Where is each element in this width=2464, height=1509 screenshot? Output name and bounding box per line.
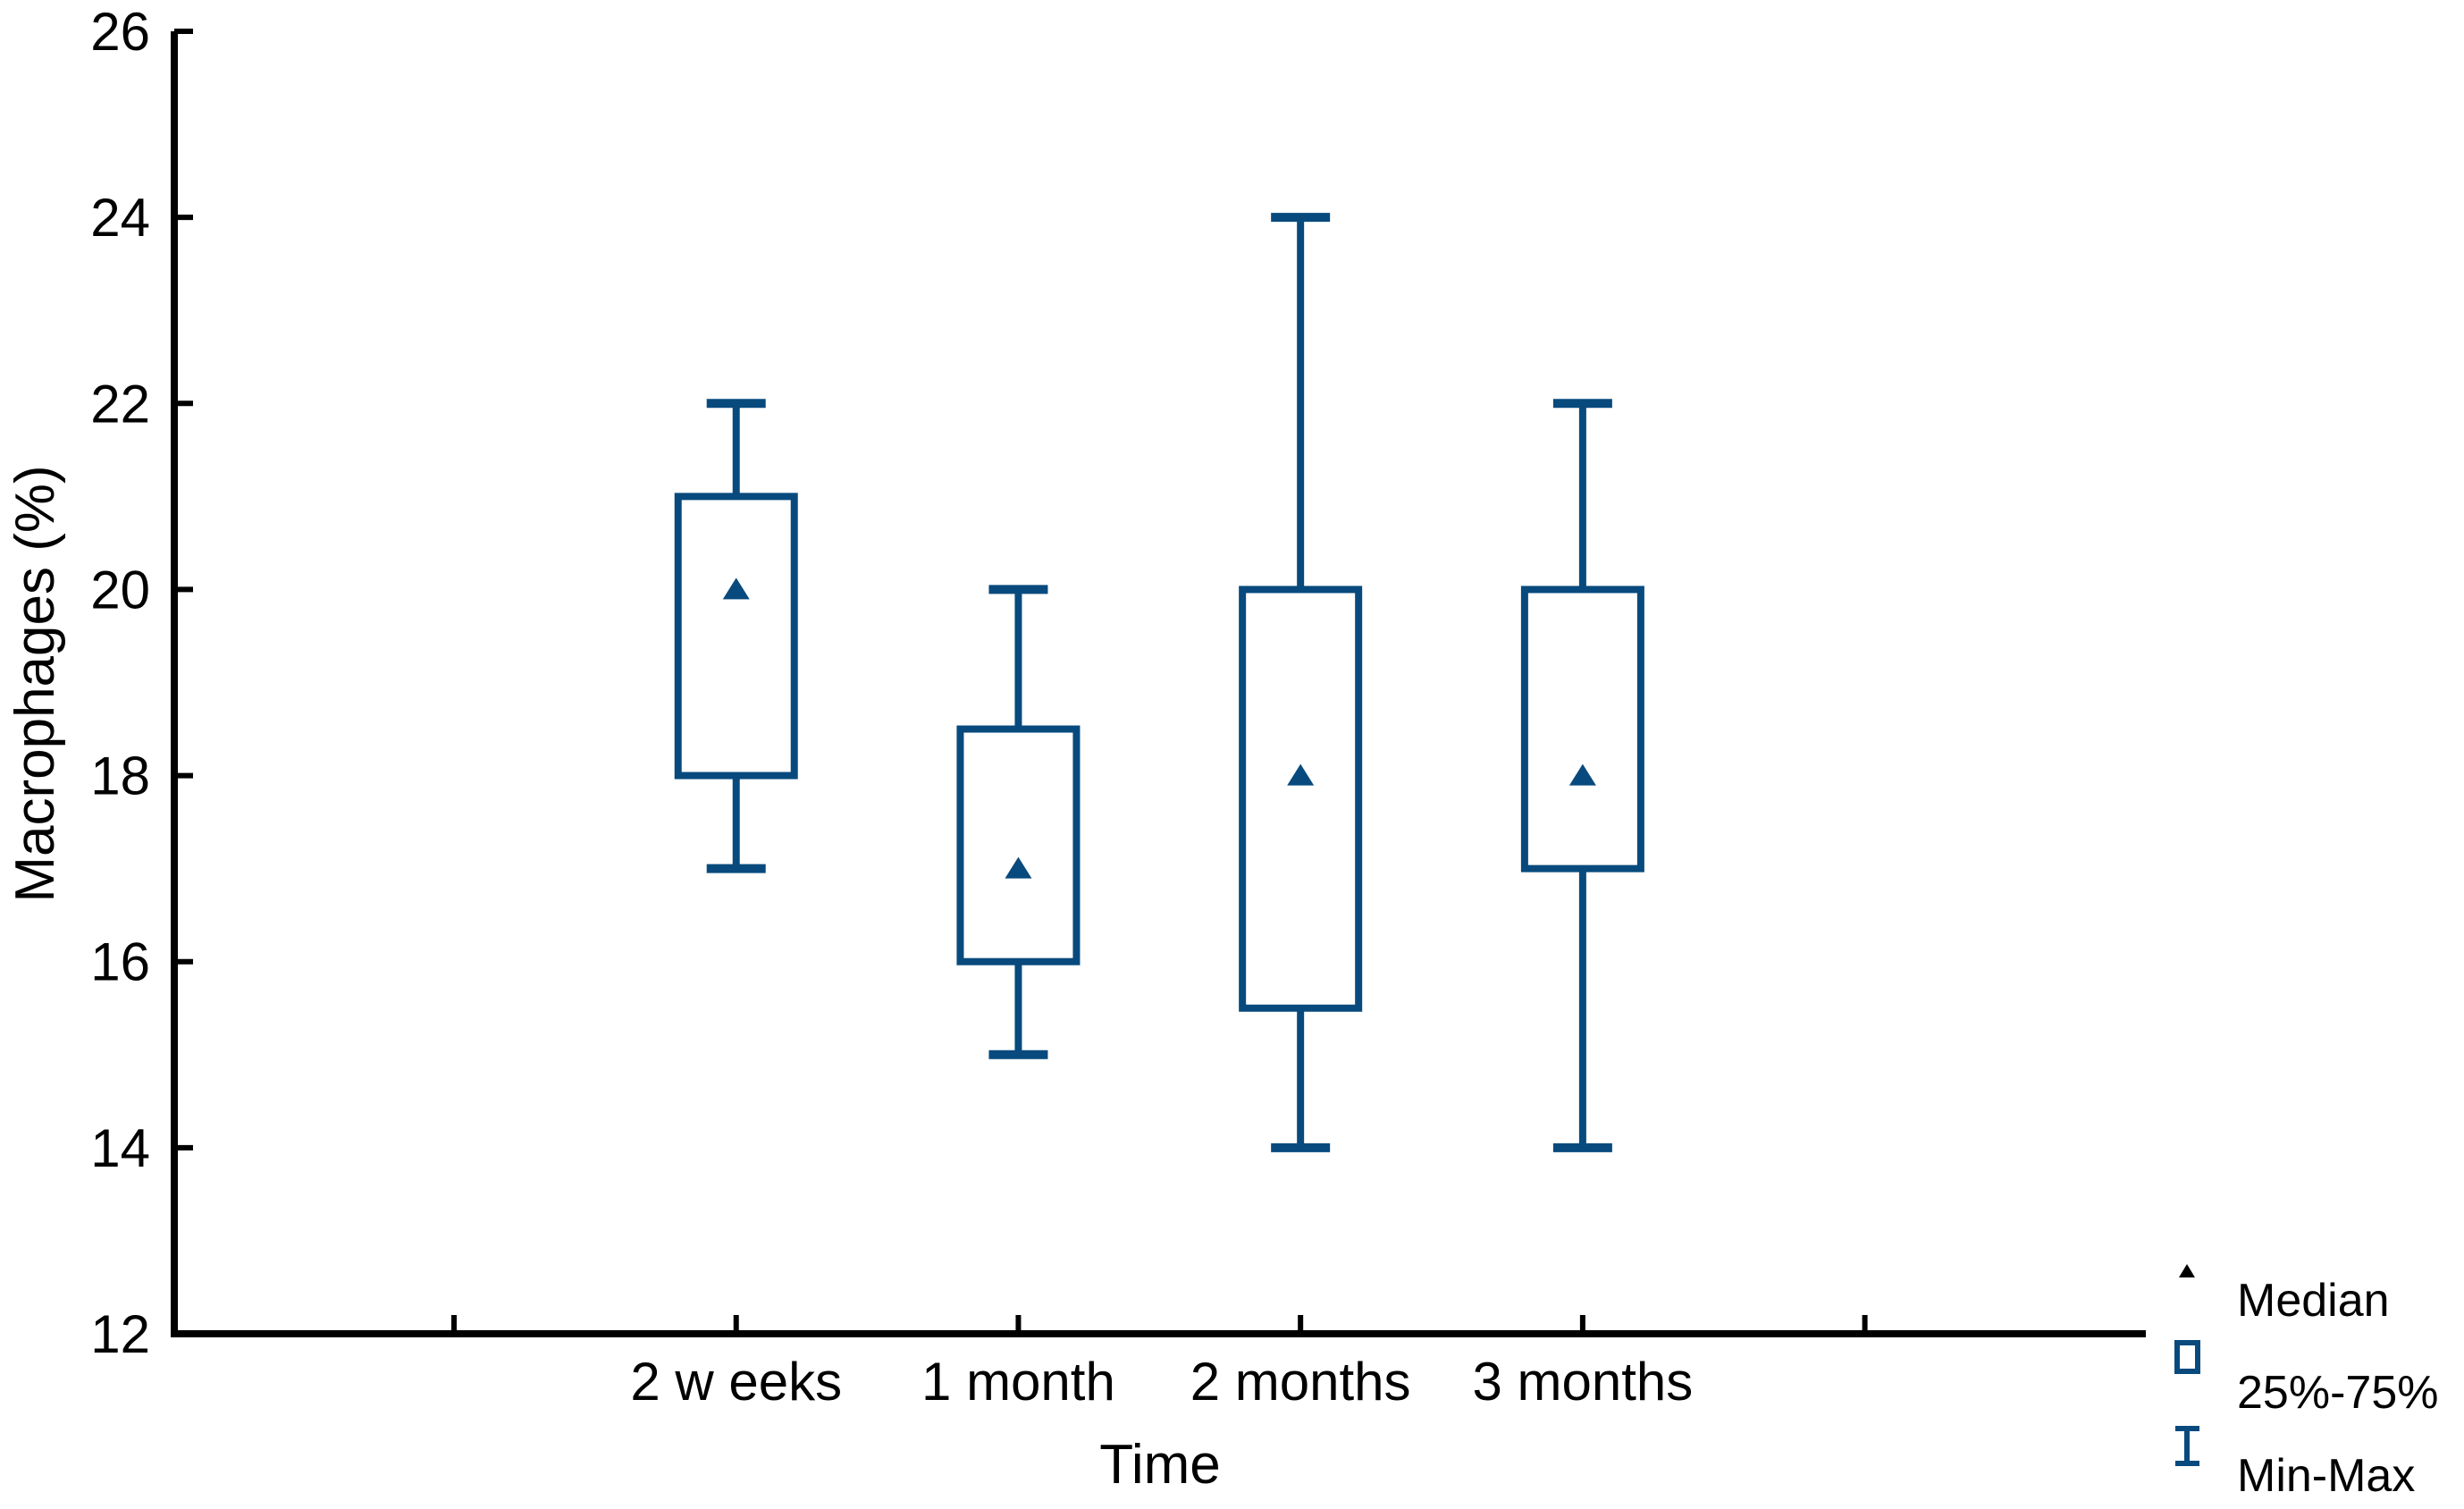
y-axis-title: Macrophages (%) (4, 465, 66, 902)
iqr-box (674, 493, 798, 780)
y-tick-label: 16 (90, 932, 150, 992)
x-axis-title: Time (1099, 1434, 1220, 1496)
median-marker (722, 577, 750, 600)
median-triangle-icon (2179, 1264, 2195, 1277)
legend: Median 25%-75% Min-Max (2174, 1264, 2438, 1502)
y-tick-label: 18 (90, 746, 150, 806)
whisker-icon (2175, 1426, 2199, 1466)
x-tick-label: 2 months (1190, 1352, 1411, 1412)
legend-label-median: Median (2237, 1275, 2390, 1327)
iqr-box (956, 725, 1081, 965)
legend-label-25-75: 25%-75% (2237, 1367, 2438, 1419)
y-tick-label: 12 (90, 1304, 150, 1364)
legend-label-min-max: Min-Max (2237, 1450, 2415, 1502)
y-tick-label: 26 (90, 2, 150, 62)
box-icon (2174, 1340, 2200, 1374)
iqr-box (1239, 586, 1363, 1012)
y-tick-label: 22 (90, 374, 150, 434)
x-tick-label: 1 month (921, 1352, 1115, 1412)
y-tick-label: 14 (90, 1118, 150, 1178)
median-marker (1568, 763, 1596, 786)
x-tick-label: 2 w eeks (630, 1352, 842, 1412)
y-tick-label: 24 (90, 188, 150, 248)
y-tick-label: 20 (90, 560, 150, 620)
x-tick-label: 3 months (1472, 1352, 1693, 1412)
plot-area: 12 14 16 18 20 22 24 26 2 w eeks 1 month 2 months 3… (90, 2, 2146, 1412)
median-marker (1005, 856, 1032, 879)
median-marker (1287, 763, 1315, 786)
iqr-box (1520, 586, 1644, 873)
